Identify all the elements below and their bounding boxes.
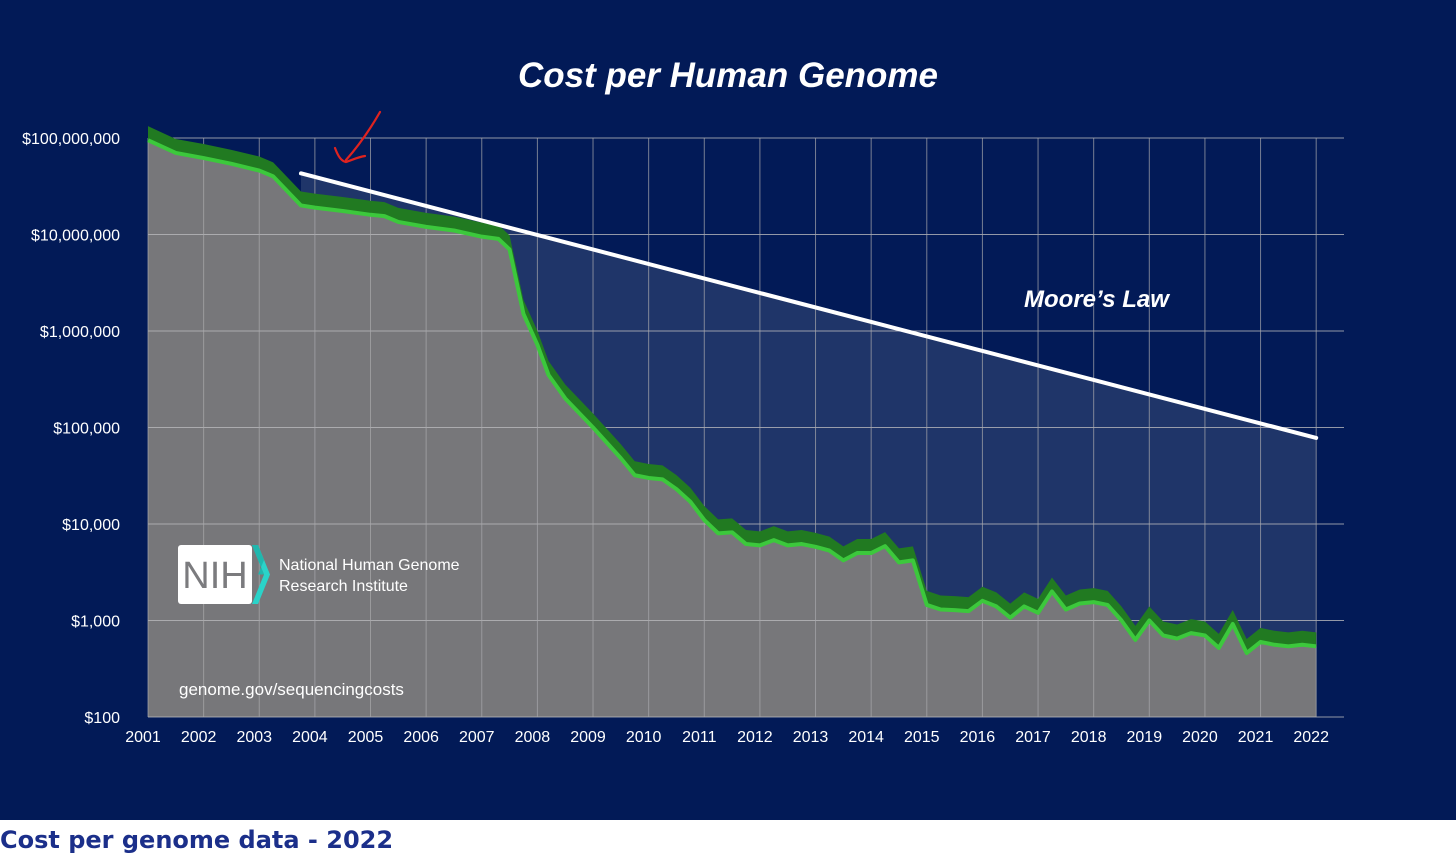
x-tick-label: 2014 [848, 729, 884, 746]
figure-caption: Cost per genome data - 2022 [0, 826, 394, 854]
x-tick-label: 2017 [1015, 729, 1051, 746]
moores-law-area [300, 173, 1317, 654]
x-tick-label: 2008 [515, 729, 551, 746]
y-tick-label: $10,000,000 [31, 228, 120, 245]
x-tick-label: 2021 [1238, 729, 1274, 746]
nih-name-line2: Research Institute [279, 578, 408, 595]
x-tick-label: 2002 [181, 729, 217, 746]
x-tick-label: 2015 [904, 729, 940, 746]
red-arrow-icon [333, 110, 382, 164]
x-tick-label: 2013 [793, 729, 829, 746]
y-tick-label: $1,000 [71, 614, 120, 631]
y-tick-label: $10,000 [62, 517, 120, 534]
source-url: genome.gov/sequencingcosts [179, 680, 404, 699]
x-tick-label: 2009 [570, 729, 606, 746]
x-tick-label: 2007 [459, 729, 495, 746]
y-tick-label: $1,000,000 [40, 324, 120, 341]
y-tick-label: $100,000 [53, 421, 120, 438]
nih-logo: NIH [178, 545, 270, 604]
x-tick-label: 2004 [292, 729, 328, 746]
moores-law-label: Moore’s Law [1024, 286, 1169, 313]
nih-name-line1: National Human Genome [279, 557, 460, 574]
x-tick-label: 2001 [125, 729, 161, 746]
x-tick-label: 2019 [1127, 729, 1163, 746]
x-tick-label: 2022 [1293, 729, 1329, 746]
y-tick-label: $100 [84, 710, 120, 727]
nih-acronym: NIH [182, 555, 247, 597]
nih-institute-name: National Human Genome Research Institute [279, 555, 460, 597]
cost-chart: $100 $1,000 $10,000 $100,000 $1,000,000 $10,0… [22, 110, 1344, 746]
cost-line [147, 138, 1317, 656]
cost-area [148, 140, 1317, 718]
chart-panel: $100 $1,000 $10,000 $100,000 $1,000,000 $10,0… [0, 0, 1456, 820]
x-tick-label: 2012 [737, 729, 773, 746]
x-tick-label: 2018 [1071, 729, 1107, 746]
x-tick-label: 2006 [403, 729, 439, 746]
moores-law-line [298, 171, 1319, 440]
chart-title: Cost per Human Genome [517, 56, 939, 95]
y-tick-label: $100,000,000 [22, 131, 120, 148]
x-tick-label: 2020 [1182, 729, 1218, 746]
x-tick-label: 2010 [626, 729, 662, 746]
x-tick-label: 2005 [348, 729, 384, 746]
x-tick-label: 2016 [960, 729, 996, 746]
x-tick-label: 2011 [682, 729, 717, 746]
x-tick-label: 2003 [236, 729, 272, 746]
